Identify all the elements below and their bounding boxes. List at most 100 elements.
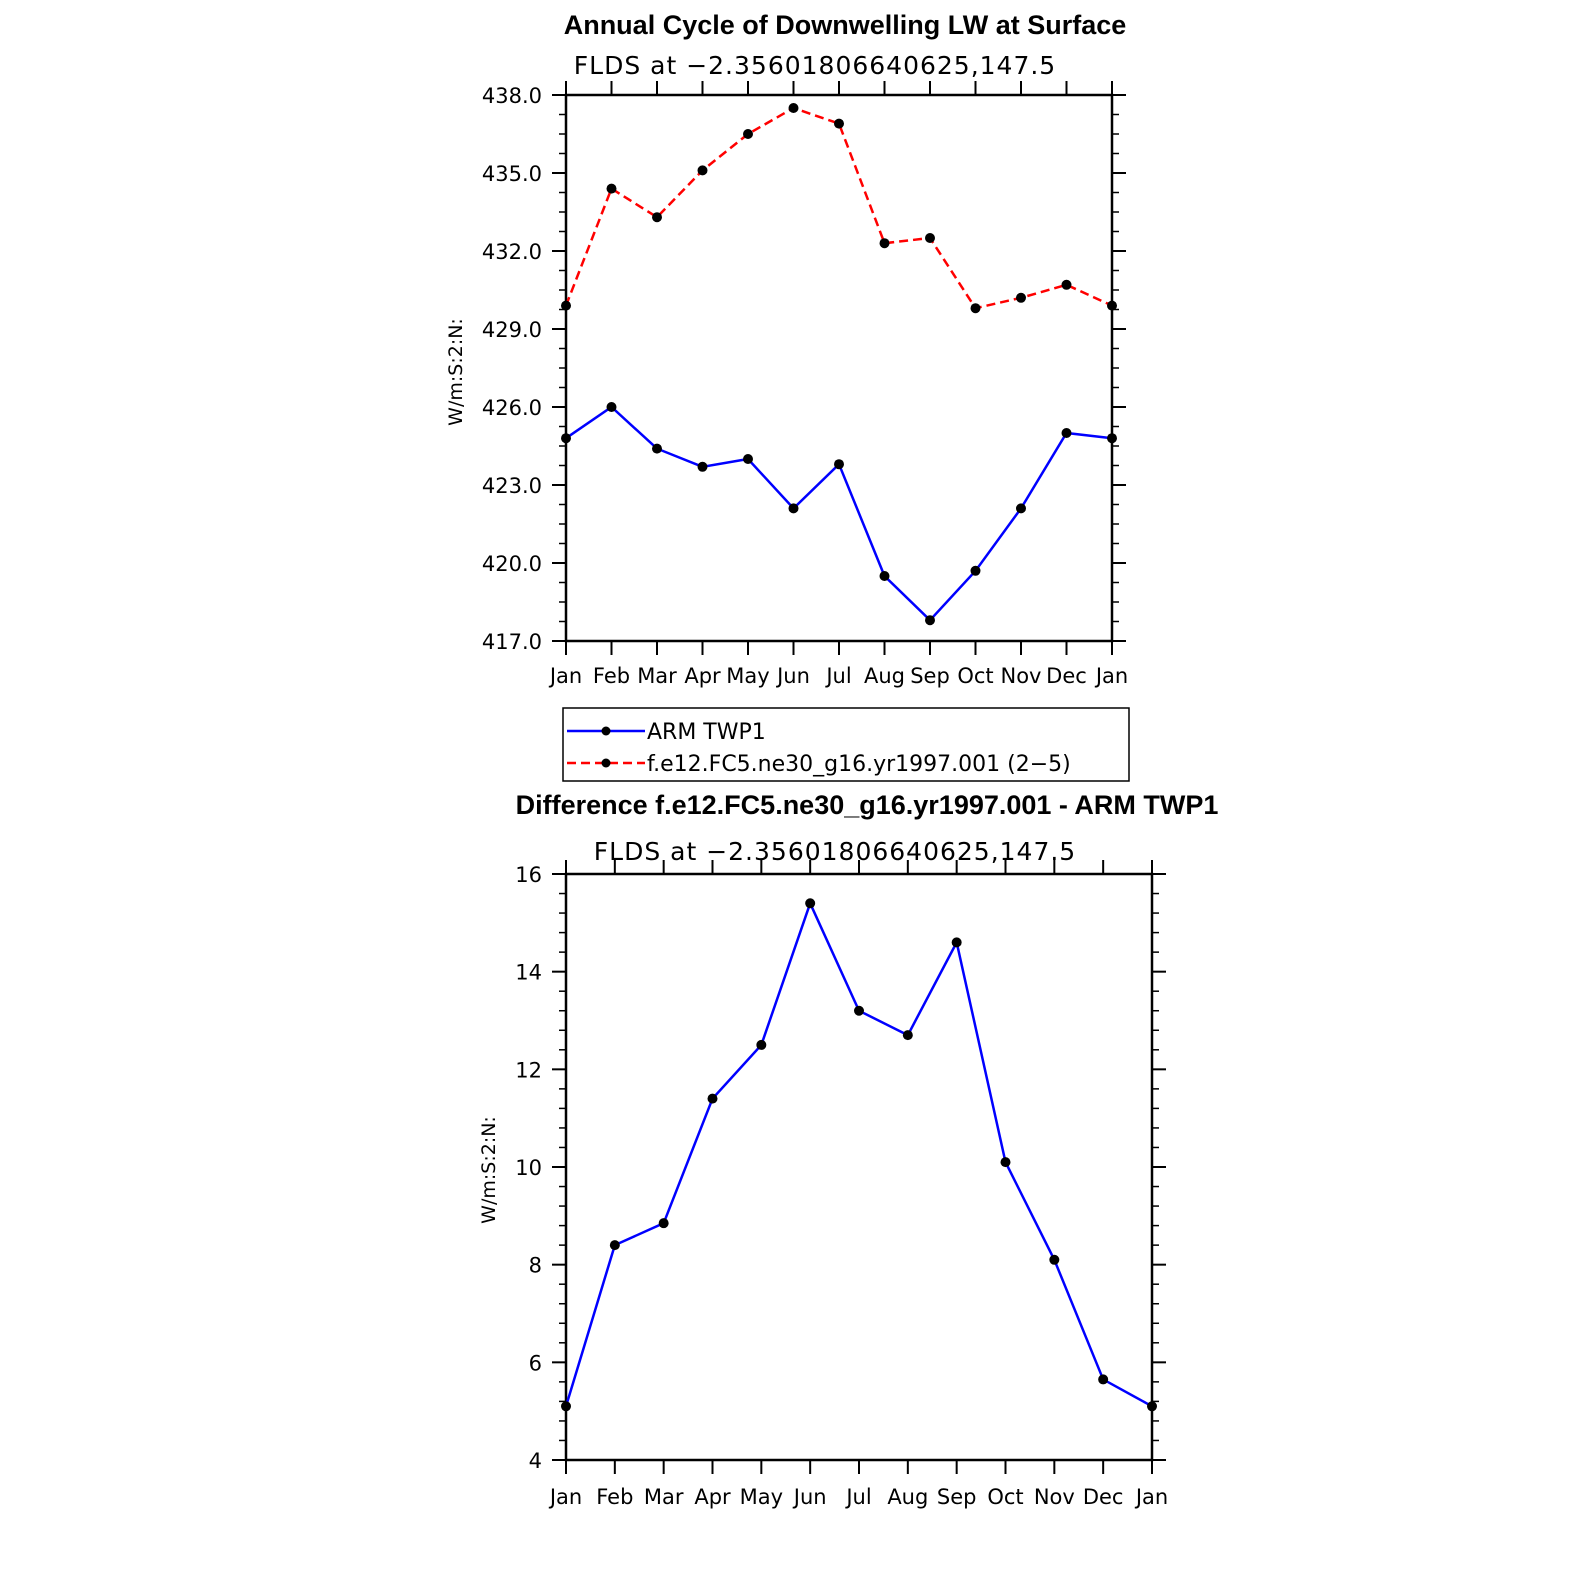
data-point <box>951 937 962 948</box>
data-point <box>879 238 890 249</box>
data-point <box>652 443 662 454</box>
chart1-ticks <box>552 81 1126 655</box>
y-tick-label: 432.0 <box>482 240 542 264</box>
data-point <box>743 454 753 464</box>
chart-annual-cycle: Annual Cycle of Downwelling LW at Surfac… <box>445 10 1130 782</box>
data-point <box>561 300 571 311</box>
data-point <box>805 898 816 909</box>
chart1-subtitle: FLDS at −2.35601806640625,147.5 <box>574 51 1056 80</box>
data-point <box>1061 279 1072 290</box>
data-point <box>561 1401 571 1412</box>
data-point <box>697 461 708 472</box>
x-tick-label: Mar <box>644 1485 684 1509</box>
plot-frame <box>564 872 1154 1462</box>
chart2-ticks <box>552 860 1166 1474</box>
data-point <box>707 1093 718 1104</box>
data-point <box>658 1218 669 1229</box>
data-point <box>609 1240 620 1251</box>
x-tick-label: Apr <box>694 1485 731 1509</box>
data-point <box>561 433 571 444</box>
chart1-legend: ARM TWP1 f.e12.FC5.ne30_g16.yr1997.001 (… <box>562 707 1130 782</box>
x-tick-label: Oct <box>987 1485 1023 1509</box>
data-point <box>879 571 890 581</box>
chart2-ylabel: W/m:S:2:N: <box>478 1116 500 1224</box>
chart1-y-tick-labels: 417.0 420.0 423.0 426.0 429.0 432.0 435.0 438.0 <box>482 84 542 654</box>
x-tick-label: Jan <box>1134 1485 1168 1509</box>
chart-difference: Difference f.e12.FC5.ne30_g16.yr1997.001… <box>478 790 1218 1509</box>
legend-marker-arm <box>601 726 611 736</box>
chart2-y-tick-labels: 4 6 8 10 12 14 16 <box>515 863 542 1473</box>
data-point <box>1147 1401 1157 1412</box>
y-tick-label: 420.0 <box>482 552 542 576</box>
data-point <box>834 459 844 470</box>
legend-label-model: f.e12.FC5.ne30_g16.yr1997.001 (2−5) <box>647 752 1071 777</box>
chart1-title: Annual Cycle of Downwelling LW at Surfac… <box>564 10 1127 40</box>
series-line-0 <box>565 405 1113 622</box>
data-point <box>970 303 981 314</box>
chart1-frame <box>564 93 1114 643</box>
data-point <box>1049 1254 1060 1265</box>
y-tick-label: 429.0 <box>482 318 542 342</box>
plot-frame <box>564 93 1114 643</box>
legend-label-arm: ARM TWP1 <box>647 720 766 745</box>
data-point <box>652 212 662 223</box>
x-tick-label: Jan <box>1094 664 1128 688</box>
data-point <box>606 183 617 194</box>
x-tick-label: Feb <box>596 1485 633 1509</box>
data-point <box>1107 300 1117 311</box>
data-point <box>788 103 799 113</box>
y-tick-label: 438.0 <box>482 84 542 108</box>
y-tick-label: 435.0 <box>482 162 542 186</box>
data-point <box>1016 503 1026 514</box>
x-tick-label: Jul <box>844 1485 871 1509</box>
series-line-1 <box>564 106 1113 310</box>
x-tick-label: Aug <box>864 664 905 688</box>
chart1-series <box>561 103 1117 626</box>
data-point <box>925 233 935 243</box>
data-point <box>788 503 799 514</box>
data-point <box>834 118 844 129</box>
data-point <box>697 165 708 176</box>
x-tick-label: Jan <box>548 664 582 688</box>
chart2-title: Difference f.e12.FC5.ne30_g16.yr1997.001… <box>516 790 1219 820</box>
y-tick-label: 10 <box>515 1156 542 1180</box>
x-tick-label: Jan <box>548 1485 582 1509</box>
legend-box <box>562 707 1130 782</box>
chart1-x-tick-labels: Jan Feb Mar Apr May Jun Jul Aug Sep Oct Nov Dec Jan <box>548 664 1128 688</box>
y-tick-label: 14 <box>515 961 542 985</box>
x-tick-label: Dec <box>1083 1485 1124 1509</box>
x-tick-label: Jul <box>824 664 851 688</box>
series-line-0 <box>564 899 1153 1408</box>
x-tick-label: Aug <box>887 1485 928 1509</box>
data-point <box>1107 433 1117 444</box>
data-point <box>606 402 617 412</box>
x-tick-label: Sep <box>910 664 950 688</box>
chart1-ylabel: W/m:S:2:N: <box>445 318 467 426</box>
data-point <box>854 1005 864 1016</box>
chart2-subtitle: FLDS at −2.35601806640625,147.5 <box>594 837 1076 866</box>
x-tick-label: Mar <box>637 664 677 688</box>
y-tick-label: 16 <box>515 863 542 887</box>
y-tick-label: 8 <box>529 1254 542 1278</box>
x-tick-label: Sep <box>937 1485 977 1509</box>
x-tick-label: May <box>740 1485 783 1509</box>
x-tick-label: Nov <box>1034 1485 1075 1509</box>
x-tick-label: May <box>726 664 769 688</box>
chart2-frame <box>564 872 1154 1462</box>
data-point <box>743 129 753 139</box>
y-tick-label: 4 <box>529 1449 542 1473</box>
data-point <box>1016 292 1026 303</box>
legend-marker-model <box>601 758 611 768</box>
y-tick-label: 426.0 <box>482 396 542 420</box>
chart2-x-tick-labels: Jan Feb Mar Apr May Jun Jul Aug Sep Oct Nov Dec Jan <box>548 1485 1168 1509</box>
x-tick-label: Oct <box>957 664 993 688</box>
data-point <box>925 615 935 626</box>
data-point <box>1000 1157 1011 1168</box>
y-tick-label: 423.0 <box>482 474 542 498</box>
x-tick-label: Feb <box>593 664 630 688</box>
x-tick-label: Jun <box>792 1485 827 1509</box>
x-tick-label: Jun <box>775 664 810 688</box>
data-point <box>970 565 981 576</box>
x-tick-label: Dec <box>1046 664 1087 688</box>
